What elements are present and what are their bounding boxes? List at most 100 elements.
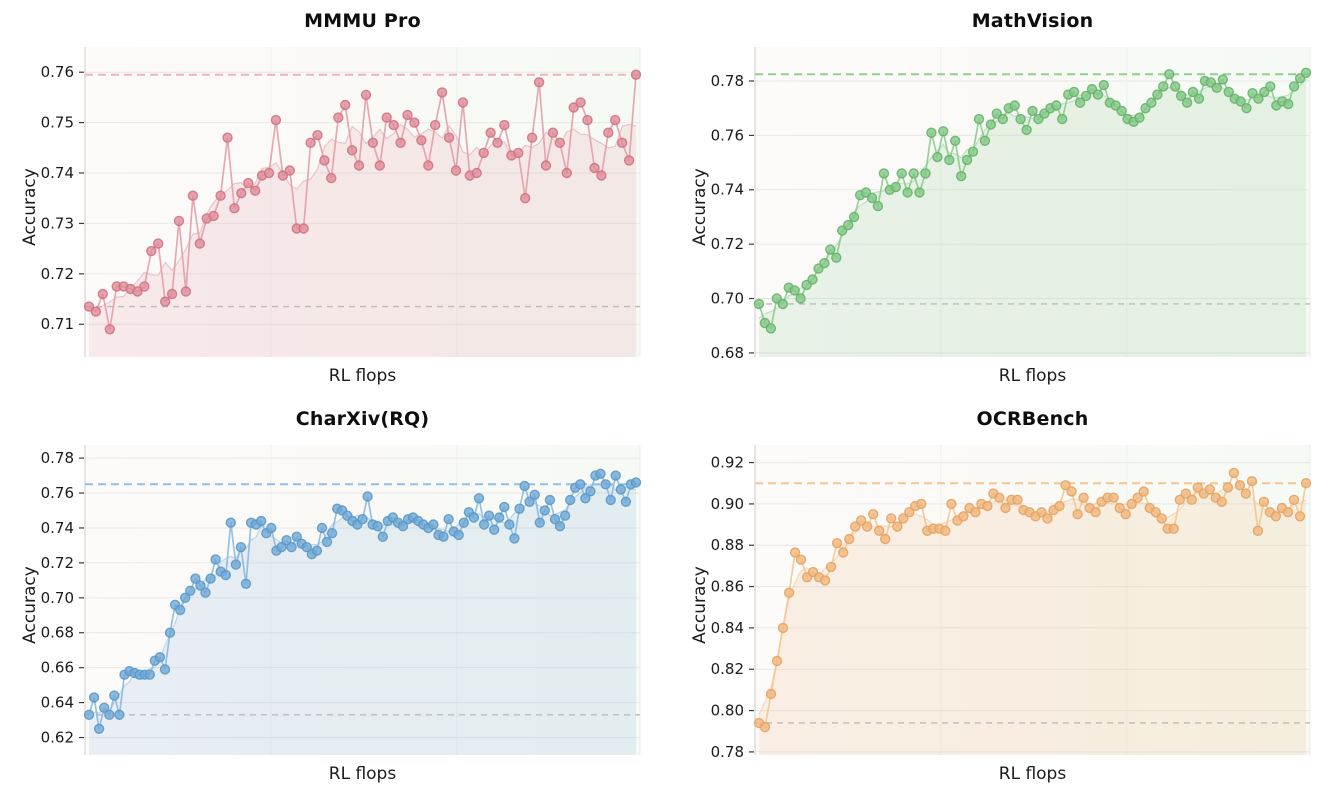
data-point xyxy=(443,513,454,525)
data-point xyxy=(630,69,642,80)
data-point xyxy=(1098,79,1109,91)
data-point xyxy=(200,587,211,598)
data-point xyxy=(1174,494,1185,505)
data-point xyxy=(471,167,482,179)
x-gridlines xyxy=(270,445,458,755)
data-point xyxy=(499,501,510,513)
y-tick-label: 0.75 xyxy=(41,114,74,132)
data-point xyxy=(1051,100,1062,111)
data-point xyxy=(1300,478,1312,489)
data-point xyxy=(210,554,221,565)
data-point xyxy=(152,238,164,249)
data-point xyxy=(114,709,125,720)
data-point xyxy=(807,274,818,285)
plot-background xyxy=(755,47,1310,357)
data-point xyxy=(819,257,830,269)
y-tick-label: 0.72 xyxy=(41,265,74,283)
data-point xyxy=(938,126,949,137)
data-point xyxy=(1114,502,1125,514)
data-point xyxy=(605,494,616,506)
data-point xyxy=(554,520,566,532)
data-point xyxy=(205,573,216,584)
data-point xyxy=(1180,488,1191,499)
data-point xyxy=(263,167,275,179)
x-axis-label: RL flops xyxy=(998,764,1067,784)
chart-canvas-ocrbench: 0.78 0.80 0.82 0.84 0.86 0.88 0.90 0.92 xyxy=(711,445,1312,761)
data-point xyxy=(795,293,806,304)
chart-title: CharXiv(RQ) xyxy=(295,408,430,430)
data-point xyxy=(580,493,591,504)
data-point xyxy=(159,664,171,675)
y-tick-label: 0.76 xyxy=(41,63,74,81)
data-point xyxy=(873,525,885,537)
data-point xyxy=(305,137,316,149)
data-point xyxy=(1265,81,1276,92)
data-point xyxy=(914,187,925,198)
chart-title: MMMU Pro xyxy=(304,10,421,32)
data-point xyxy=(970,506,981,518)
y-tick-label: 0.78 xyxy=(41,449,74,467)
data-point xyxy=(1156,513,1167,524)
data-point xyxy=(194,238,206,249)
data-point xyxy=(973,113,985,125)
data-point xyxy=(559,510,571,521)
data-point xyxy=(174,604,186,616)
data-point xyxy=(765,688,777,700)
data-point xyxy=(1164,69,1175,80)
data-point xyxy=(620,496,632,507)
x-axis-label: RL flops xyxy=(328,764,397,784)
data-point xyxy=(93,723,105,734)
data-point xyxy=(878,168,890,179)
data-point xyxy=(867,508,879,520)
data-point xyxy=(1193,93,1205,104)
data-point xyxy=(961,154,973,166)
data-point xyxy=(1150,506,1161,518)
data-point xyxy=(243,177,254,189)
data-point xyxy=(585,486,596,497)
data-point xyxy=(1288,81,1300,92)
y-tick-labels: 0.62 0.64 0.66 0.68 0.70 0.72 0.74 0.76 0.78 xyxy=(41,449,74,746)
x-axis-label: RL flops xyxy=(998,366,1067,386)
data-point xyxy=(979,135,991,147)
data-point xyxy=(932,151,943,163)
data-point xyxy=(920,168,931,179)
x-gridlines xyxy=(940,445,1128,755)
data-point xyxy=(534,517,545,528)
data-point xyxy=(154,651,166,663)
data-point xyxy=(190,573,201,584)
data-point xyxy=(1175,90,1187,102)
y-tick-label: 0.71 xyxy=(41,315,74,333)
data-point xyxy=(457,97,469,108)
data-point xyxy=(1092,89,1104,100)
data-point xyxy=(610,470,621,481)
series-line xyxy=(88,74,637,331)
data-point xyxy=(284,165,295,176)
data-point xyxy=(90,306,102,317)
y-tick-labels: 0.68 0.70 0.72 0.74 0.76 0.78 xyxy=(711,72,744,362)
data-point xyxy=(872,200,884,212)
data-point xyxy=(1294,511,1306,522)
data-point xyxy=(617,137,628,149)
data-point xyxy=(185,585,196,597)
y-tick-label: 0.78 xyxy=(711,72,744,90)
data-point xyxy=(514,503,525,514)
data-point xyxy=(1132,492,1143,503)
data-point xyxy=(377,531,388,542)
data-point xyxy=(166,288,178,300)
data-point xyxy=(222,132,233,143)
data-point xyxy=(1060,480,1071,491)
data-point xyxy=(1170,81,1181,92)
y-tick-label: 0.70 xyxy=(711,289,744,307)
data-point xyxy=(890,181,902,193)
series-markers xyxy=(83,468,642,734)
data-point xyxy=(795,554,807,565)
data-point xyxy=(395,137,406,149)
data-point xyxy=(509,533,520,544)
data-point xyxy=(423,160,434,171)
data-point xyxy=(144,669,156,680)
data-point xyxy=(1246,476,1258,487)
data-point xyxy=(215,190,226,201)
data-point xyxy=(159,296,171,307)
data-point xyxy=(430,119,441,131)
data-point xyxy=(164,627,176,638)
